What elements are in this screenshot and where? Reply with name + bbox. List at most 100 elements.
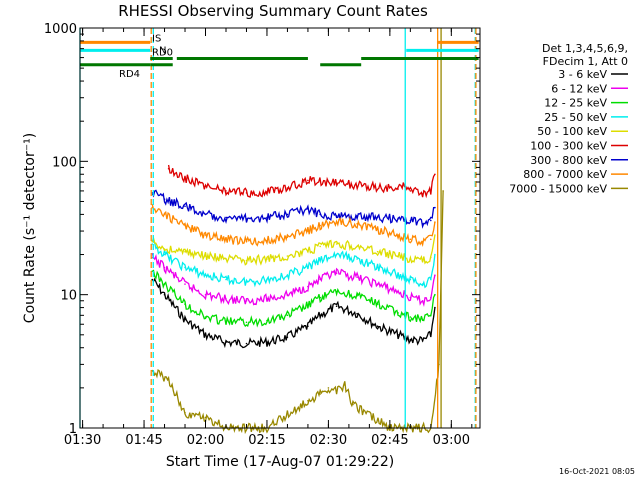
data-point <box>266 258 268 260</box>
data-point <box>286 274 289 277</box>
data-point <box>409 338 412 341</box>
data-point <box>286 255 289 257</box>
data-point <box>356 215 358 217</box>
data-point <box>245 342 248 345</box>
data-point <box>163 213 166 216</box>
data-point <box>430 190 432 192</box>
chart-title: RHESSI Observing Summary Count Rates <box>118 2 428 20</box>
legend-entry-label: 6 - 12 keV <box>551 82 607 95</box>
data-point <box>319 296 322 299</box>
data-point <box>376 250 379 253</box>
data-point <box>245 300 248 302</box>
data-point <box>151 240 153 243</box>
data-point <box>184 266 186 269</box>
series-3-6-keV <box>151 277 436 349</box>
data-point <box>335 215 338 217</box>
data-point <box>376 325 379 328</box>
plot-frame <box>79 27 481 429</box>
y-tick-label: 10 <box>60 289 77 304</box>
data-point <box>352 403 354 406</box>
data-point <box>397 234 399 236</box>
data-point <box>421 318 424 321</box>
series-line <box>151 190 444 435</box>
x-tick-label: 02:00 <box>187 433 224 448</box>
legend-entry-label: 7000 - 15000 keV <box>509 182 607 195</box>
data-point <box>421 193 424 195</box>
data-point <box>327 387 330 389</box>
data-point <box>307 208 309 210</box>
data-point <box>430 334 432 336</box>
vertical-markers <box>79 28 477 428</box>
series-100-300-keV <box>167 164 436 199</box>
data-point <box>204 274 207 277</box>
data-point <box>434 253 436 256</box>
data-point <box>434 221 436 223</box>
data-point <box>286 293 289 296</box>
data-point <box>430 238 432 241</box>
data-point <box>266 278 268 281</box>
data-point <box>356 245 358 248</box>
data-point <box>397 291 399 293</box>
data-point <box>356 312 358 315</box>
data-point <box>335 253 338 256</box>
data-point <box>204 293 207 296</box>
data-point <box>286 336 289 339</box>
data-point <box>397 274 399 277</box>
data-point <box>421 300 424 302</box>
data-point <box>225 278 227 281</box>
legend-entry-label: 25 - 50 keV <box>544 111 607 124</box>
series-line <box>151 277 436 349</box>
legend-header: Det 1,3,4,5,6,9, <box>542 42 628 55</box>
data-point <box>184 177 186 179</box>
legend-entry-label: 800 - 7000 keV <box>523 168 607 181</box>
data-point <box>167 167 170 170</box>
data-point <box>204 185 207 188</box>
data-point <box>409 190 412 192</box>
data-point <box>163 253 166 256</box>
series-800-7000-keV <box>151 203 436 248</box>
data-point <box>409 238 412 241</box>
data-point <box>319 259 322 262</box>
data-point <box>434 206 436 209</box>
legend-header: FDecim 1, Att 0 <box>543 55 628 68</box>
data-point <box>245 240 248 243</box>
data-point <box>409 296 412 299</box>
data-point <box>184 205 186 208</box>
x-tick-label: 02:30 <box>310 433 347 448</box>
data-point <box>163 283 166 285</box>
data-point <box>307 250 309 253</box>
data-point <box>430 314 432 317</box>
data-point <box>245 192 248 194</box>
data-point <box>376 266 379 269</box>
data-point <box>307 285 309 288</box>
data-point <box>167 379 170 381</box>
data-point <box>225 216 227 219</box>
data-point <box>245 218 248 220</box>
series-line <box>167 164 436 199</box>
data-point <box>397 188 399 190</box>
series-300-800-keV <box>151 189 436 229</box>
series-line <box>151 252 436 308</box>
data-point <box>409 258 412 260</box>
legend-entry-label: 100 - 300 keV <box>530 140 607 153</box>
data-point <box>307 304 309 307</box>
data-point <box>438 363 440 366</box>
data-point <box>376 228 379 230</box>
data-point <box>286 236 289 238</box>
series-12-25-keV <box>151 269 436 328</box>
data-point <box>163 266 166 269</box>
data-point <box>184 303 186 305</box>
data-point <box>335 221 338 223</box>
series-layer <box>151 164 444 435</box>
x-tick-label: 03:00 <box>433 433 470 448</box>
data-point <box>344 384 346 386</box>
data-point <box>335 291 338 293</box>
data-point <box>184 250 186 253</box>
data-point <box>286 314 289 317</box>
data-point <box>434 173 436 176</box>
data-point <box>225 190 227 192</box>
y-tick-label: 1000 <box>44 22 77 37</box>
data-point <box>204 334 207 336</box>
flag-label-is: IS <box>152 33 161 44</box>
